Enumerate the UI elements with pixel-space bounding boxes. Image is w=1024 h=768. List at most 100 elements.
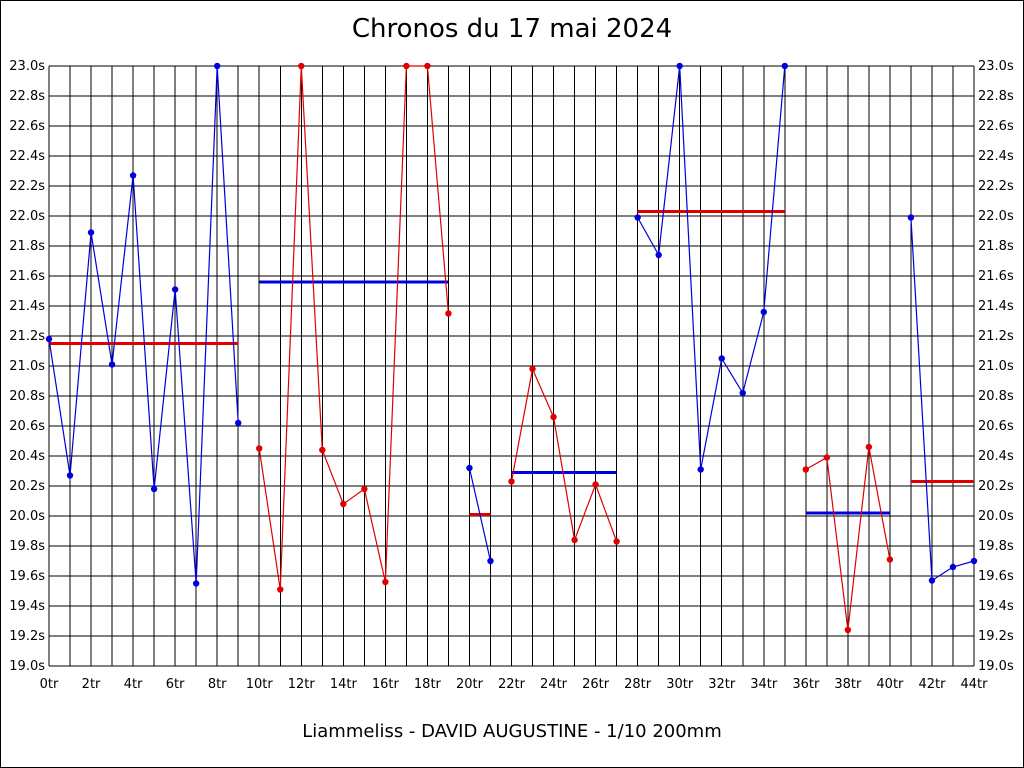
x-tick-label: 10tr	[246, 677, 274, 692]
data-point	[403, 62, 410, 70]
data-point	[340, 500, 347, 508]
data-point	[445, 310, 452, 317]
y-tick-label-left: 21.2s	[9, 329, 45, 344]
data-point	[571, 536, 578, 544]
series-line	[910, 217, 975, 582]
chart-subtitle: Liammeliss - DAVID AUGUSTINE - 1/10 200m…	[302, 721, 722, 742]
y-tick-label-right: 20.8s	[978, 389, 1014, 404]
y-tick-label-right: 21.2s	[978, 329, 1014, 344]
data-point	[87, 229, 95, 236]
data-point	[970, 557, 978, 565]
data-point	[466, 464, 473, 472]
y-tick-label-right: 20.4s	[978, 449, 1014, 464]
data-point	[844, 626, 852, 634]
x-tick-label: 28tr	[624, 677, 652, 692]
y-tick-label-left: 19.8s	[9, 539, 45, 554]
y-tick-label-right: 23.0s	[978, 59, 1014, 74]
y-tick-label-right: 19.8s	[978, 539, 1014, 554]
x-tick-label: 44tr	[961, 677, 989, 692]
series-line	[510, 366, 618, 543]
data-point	[739, 389, 746, 397]
y-tick-label-left: 23.0s	[9, 59, 45, 74]
series-line	[258, 65, 450, 590]
y-tick-label-right: 22.0s	[978, 209, 1014, 224]
series-line	[468, 467, 492, 562]
y-tick-label-left: 21.6s	[9, 269, 45, 284]
y-tick-label-left: 20.6s	[9, 419, 45, 434]
y-tick-label-left: 21.8s	[9, 239, 45, 254]
y-tick-label-right: 22.4s	[978, 149, 1014, 164]
series	[45, 62, 978, 634]
data-point	[319, 446, 326, 454]
data-point	[592, 481, 599, 488]
data-point	[213, 62, 221, 70]
data-point	[150, 485, 158, 493]
x-tick-label: 36tr	[792, 677, 820, 692]
data-point	[886, 556, 894, 563]
data-point	[256, 445, 263, 452]
x-tick-label: 16tr	[372, 677, 400, 692]
data-point	[760, 308, 767, 316]
data-point	[907, 214, 915, 221]
y-tick-label-left: 22.0s	[9, 209, 45, 224]
x-tick-label: 0tr	[40, 677, 59, 692]
data-point	[613, 538, 620, 545]
y-tick-label-left: 19.2s	[9, 629, 45, 644]
data-point	[45, 335, 53, 343]
x-tick-label: 8tr	[208, 677, 227, 692]
x-tick-label: 2tr	[82, 677, 101, 692]
y-tick-label-left: 21.4s	[9, 299, 45, 314]
data-point	[697, 466, 704, 473]
x-tick-label: 32tr	[708, 677, 736, 692]
y-tick-label-left: 22.2s	[9, 179, 45, 194]
x-tick-label: 6tr	[166, 677, 185, 692]
series-line	[48, 65, 239, 584]
data-point	[865, 443, 873, 451]
x-tick-label: 22tr	[498, 677, 526, 692]
x-tick-label: 20tr	[456, 677, 484, 692]
y-tick-label-left: 20.4s	[9, 449, 45, 464]
x-tick-label: 30tr	[666, 677, 694, 692]
y-tick-label-right: 22.2s	[978, 179, 1014, 194]
x-tick-label: 12tr	[288, 677, 316, 692]
x-tick-label: 24tr	[540, 677, 568, 692]
x-tick-label: 34tr	[750, 677, 778, 692]
data-point	[802, 466, 810, 473]
y-tick-label-left: 22.8s	[9, 89, 45, 104]
x-tick-label: 18tr	[414, 677, 442, 692]
x-tick-label: 14tr	[330, 677, 358, 692]
y-tick-label-left: 19.6s	[9, 569, 45, 584]
y-tick-label-right: 22.6s	[978, 119, 1014, 134]
y-tick-label-right: 22.8s	[978, 89, 1014, 104]
data-point	[949, 563, 957, 571]
data-point	[129, 172, 137, 179]
data-point	[487, 557, 494, 565]
x-tick-label: 42tr	[918, 677, 946, 692]
y-tick-label-right: 21.4s	[978, 299, 1014, 314]
data-point	[529, 365, 536, 373]
y-tick-label-right: 19.0s	[978, 659, 1014, 674]
y-tick-label-left: 19.4s	[9, 599, 45, 614]
data-point	[634, 214, 641, 221]
y-tick-label-left: 22.6s	[9, 119, 45, 134]
y-tick-label-right: 20.0s	[978, 509, 1014, 524]
chart-title: Chronos du 17 mai 2024	[351, 14, 673, 44]
data-point	[361, 485, 368, 493]
data-point	[171, 286, 179, 293]
data-point	[655, 251, 662, 259]
data-point	[928, 577, 936, 584]
average-lines	[49, 210, 974, 516]
y-tick-label-left: 20.2s	[9, 479, 45, 494]
axis-ticks: 19.0s 19.0s 19.2s 19.2s 19.4s 19.4s 19.6s 19.6s…	[9, 59, 1014, 692]
data-point	[781, 62, 788, 70]
y-tick-label-right: 21.8s	[978, 239, 1014, 254]
data-point	[382, 578, 389, 586]
data-point	[424, 62, 431, 70]
y-tick-label-right: 21.0s	[978, 359, 1014, 374]
data-point	[298, 62, 305, 70]
y-tick-label-right: 20.6s	[978, 419, 1014, 434]
x-tick-label: 26tr	[582, 677, 610, 692]
data-point	[550, 413, 557, 421]
y-tick-label-left: 20.0s	[9, 509, 45, 524]
